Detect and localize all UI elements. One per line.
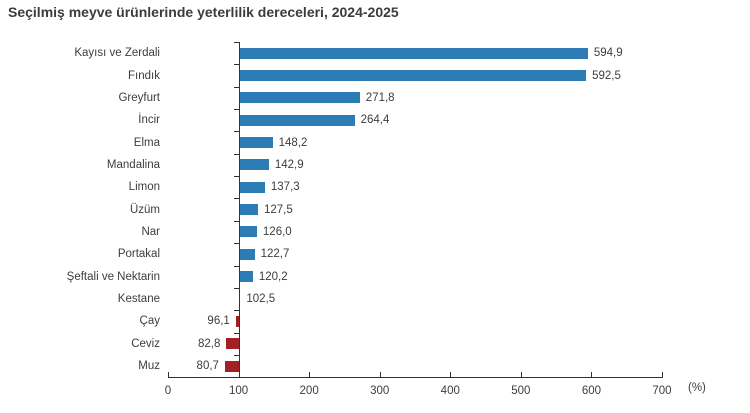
category-label: Üzüm bbox=[129, 203, 160, 216]
value-label: 96,1 bbox=[207, 315, 230, 328]
bar bbox=[238, 159, 269, 171]
bar bbox=[224, 360, 239, 372]
value-label: 102,5 bbox=[246, 293, 276, 306]
bar bbox=[238, 47, 588, 59]
value-label: 271,8 bbox=[365, 91, 395, 104]
category-label: Greyfurt bbox=[118, 91, 160, 104]
x-axis-tick-label: 600 bbox=[581, 385, 601, 398]
value-label: 264,4 bbox=[360, 114, 390, 127]
chart-title: Seçilmiş meyve ürünlerinde yeterlilik de… bbox=[8, 4, 399, 20]
category-tick bbox=[233, 131, 239, 133]
category-tick bbox=[233, 310, 239, 312]
value-label: 126,0 bbox=[262, 225, 292, 238]
bar bbox=[238, 248, 255, 260]
x-axis-tick bbox=[238, 372, 240, 378]
x-axis-tick-label: 100 bbox=[228, 385, 249, 398]
x-axis-tick-label: 200 bbox=[299, 385, 319, 398]
bar bbox=[238, 114, 355, 126]
category-tick bbox=[233, 109, 239, 111]
x-axis-tick bbox=[379, 372, 381, 378]
value-label: 137,3 bbox=[270, 181, 300, 194]
value-label: 148,2 bbox=[278, 136, 308, 149]
x-axis-tick bbox=[520, 372, 522, 378]
bar bbox=[238, 137, 273, 149]
category-tick bbox=[233, 287, 239, 289]
value-label: 594,9 bbox=[593, 47, 623, 60]
bar bbox=[238, 226, 257, 238]
bar bbox=[238, 70, 587, 82]
category-label: Elma bbox=[133, 136, 160, 149]
bar bbox=[238, 181, 265, 193]
bar bbox=[238, 271, 253, 283]
x-axis-tick-label: 400 bbox=[440, 385, 460, 398]
y-axis-line bbox=[238, 42, 240, 378]
x-axis-tick bbox=[309, 372, 311, 378]
value-label: 142,9 bbox=[274, 158, 304, 171]
bar bbox=[226, 338, 239, 350]
category-tick bbox=[233, 332, 239, 334]
category-label: Mandalina bbox=[106, 158, 160, 171]
category-label: İncir bbox=[138, 114, 160, 127]
category-label: Ceviz bbox=[131, 337, 160, 350]
value-label: 122,7 bbox=[260, 248, 290, 261]
category-tick bbox=[233, 153, 239, 155]
category-label: Çay bbox=[139, 315, 160, 328]
category-label: Portakal bbox=[117, 248, 160, 261]
value-label: 127,5 bbox=[263, 203, 293, 216]
category-tick bbox=[233, 64, 239, 66]
value-label: 592,5 bbox=[592, 69, 621, 82]
category-label: Muz bbox=[138, 360, 160, 373]
x-axis-unit-label: (%) bbox=[688, 382, 706, 394]
category-label: Limon bbox=[128, 181, 160, 194]
value-label: 120,2 bbox=[258, 270, 288, 283]
category-label: Kayısı ve Zerdali bbox=[74, 47, 160, 60]
x-axis-tick-label: 300 bbox=[370, 385, 390, 398]
category-label: Şeftali ve Nektarin bbox=[66, 270, 160, 283]
category-tick bbox=[233, 354, 239, 356]
category-tick bbox=[233, 198, 239, 200]
category-label: Nar bbox=[141, 225, 160, 238]
x-axis-line bbox=[168, 377, 663, 379]
bar bbox=[238, 92, 360, 104]
x-axis-tick bbox=[168, 372, 169, 378]
category-tick bbox=[233, 176, 239, 178]
category-label: Kestane bbox=[117, 293, 160, 306]
x-axis-tick bbox=[450, 372, 452, 378]
bar bbox=[238, 204, 258, 216]
x-axis-tick-label: 0 bbox=[164, 385, 172, 398]
bar bbox=[235, 315, 239, 327]
value-label: 80,7 bbox=[196, 360, 219, 373]
category-tick bbox=[233, 243, 239, 245]
category-tick bbox=[233, 220, 239, 222]
category-tick bbox=[233, 42, 239, 43]
category-tick bbox=[233, 86, 239, 88]
category-label: Fındık bbox=[128, 69, 160, 82]
x-axis-tick bbox=[661, 372, 663, 378]
x-axis-tick-label: 500 bbox=[511, 385, 531, 398]
x-axis-tick-label: 700 bbox=[652, 385, 672, 398]
x-axis-tick bbox=[591, 372, 593, 378]
category-tick bbox=[233, 265, 239, 267]
value-label: 82,8 bbox=[198, 337, 221, 350]
